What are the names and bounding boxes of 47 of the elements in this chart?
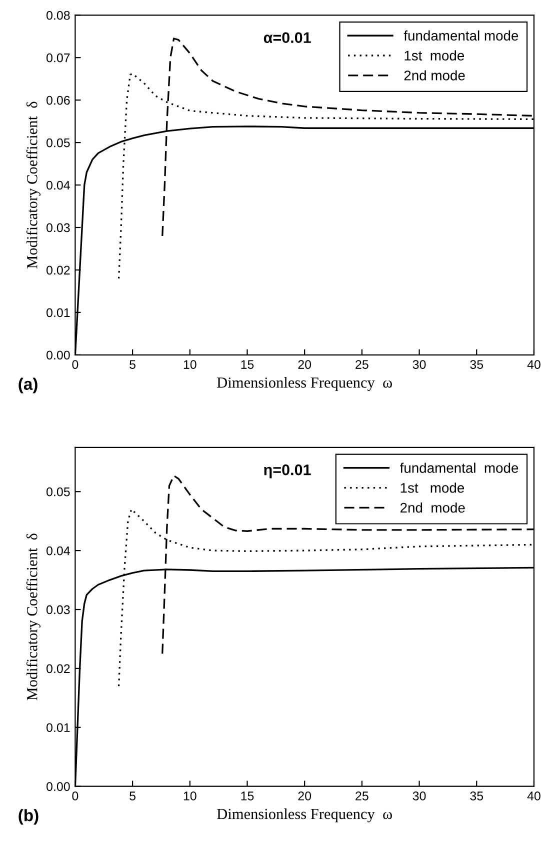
x-tick-label: 15 [241, 360, 254, 369]
y-tick-label: 0.00 [46, 350, 70, 360]
x-axis-title: Dimensionless Frequency ω [217, 376, 392, 391]
x-tick-label: 0 [72, 792, 78, 800]
y-tick-label: 0.00 [46, 782, 70, 791]
y-tick-label: 0.08 [46, 10, 70, 20]
text: (b) [18, 809, 38, 825]
legend-label: 2nd mode [404, 70, 465, 80]
x-tick-label: 35 [470, 792, 484, 800]
x-tick-label: 25 [356, 792, 368, 800]
text: (a) [18, 378, 38, 394]
y-tick-label: 0.04 [46, 180, 70, 190]
y-tick-label: 0.05 [46, 138, 70, 148]
y-tick-label: 0.02 [46, 266, 70, 275]
x-tick-label: 30 [412, 792, 426, 800]
x-tick-label: 25 [356, 360, 368, 369]
legend-label: 1st mode [404, 50, 464, 61]
x-tick-label: 5 [130, 792, 136, 800]
x-tick-label: 5 [130, 360, 136, 369]
y-tick-label: 0.03 [46, 223, 70, 232]
x-tick-label: 0 [72, 360, 78, 369]
x-axis-title: Dimensionless Frequency ω [217, 808, 392, 822]
y-tick-label: 0.01 [46, 308, 70, 318]
legend-label: 2nd mode [400, 502, 465, 513]
y-tick-label: 0.07 [46, 53, 70, 62]
y-tick-label: 0.06 [46, 96, 70, 105]
annotation: η=0.01 [264, 464, 311, 478]
x-tick-label: 10 [184, 360, 196, 369]
x-tick-label: 40 [527, 360, 540, 369]
legend-label: fundamental mode [400, 462, 518, 473]
x-tick-label: 20 [298, 792, 312, 800]
y-tick-label: 0.01 [46, 723, 70, 732]
y-tick-label: 0.03 [46, 605, 70, 614]
x-tick-label: 35 [470, 360, 484, 369]
y-tick-label: 0.04 [46, 546, 70, 556]
y-axis-title: Modificatory Coefficient δ [26, 102, 40, 268]
y-axis-title: Modificatory Coefficient δ [26, 534, 40, 700]
legend-label: 1st mode [400, 482, 464, 493]
y-tick-label: 0.05 [46, 487, 70, 496]
legend-label: fundamental mode [404, 30, 518, 41]
annotation: α=0.01 [264, 32, 311, 44]
x-tick-label: 40 [527, 792, 540, 800]
x-tick-label: 10 [184, 792, 196, 800]
x-tick-label: 15 [241, 792, 254, 800]
x-tick-label: 20 [298, 360, 312, 369]
x-tick-label: 30 [412, 360, 426, 369]
y-tick-label: 0.02 [46, 664, 70, 674]
